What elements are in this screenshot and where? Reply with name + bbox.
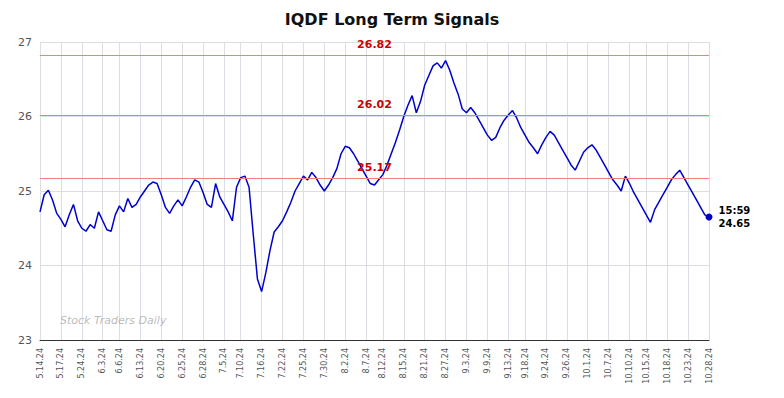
svg-text:7.25.24: 7.25.24 <box>299 348 308 379</box>
svg-text:26: 26 <box>18 110 32 123</box>
svg-text:8.21.24: 8.21.24 <box>420 348 429 379</box>
svg-text:10.23.24: 10.23.24 <box>684 348 693 384</box>
svg-text:7.16.24: 7.16.24 <box>257 348 266 379</box>
svg-text:10.1.24: 10.1.24 <box>583 348 592 379</box>
svg-text:10.7.24: 10.7.24 <box>604 348 613 379</box>
svg-text:6.20.24: 6.20.24 <box>157 348 166 379</box>
svg-text:9.18.24: 9.18.24 <box>521 348 530 379</box>
svg-text:8.7.24: 8.7.24 <box>362 348 371 373</box>
svg-text:25.17: 25.17 <box>357 161 392 174</box>
svg-text:23: 23 <box>18 334 32 347</box>
svg-text:26.82: 26.82 <box>357 38 392 51</box>
svg-text:10.18.24: 10.18.24 <box>663 348 672 384</box>
svg-text:27: 27 <box>18 36 32 49</box>
svg-text:8.27.24: 8.27.24 <box>441 348 450 379</box>
svg-text:24: 24 <box>18 259 32 272</box>
svg-text:9.13.24: 9.13.24 <box>504 348 513 379</box>
svg-text:5.24.24: 5.24.24 <box>77 348 86 379</box>
svg-text:24.65: 24.65 <box>719 218 751 229</box>
svg-text:15:59: 15:59 <box>719 205 751 216</box>
svg-text:IQDF Long Term Signals: IQDF Long Term Signals <box>285 10 499 29</box>
svg-text:7.22.24: 7.22.24 <box>278 348 287 379</box>
svg-text:8.2.24: 8.2.24 <box>341 348 350 373</box>
svg-text:8.15.24: 8.15.24 <box>399 348 408 379</box>
svg-text:6.13.24: 6.13.24 <box>136 348 145 379</box>
svg-text:6.28.24: 6.28.24 <box>199 348 208 379</box>
svg-text:26.02: 26.02 <box>357 98 392 111</box>
svg-text:Stock Traders Daily: Stock Traders Daily <box>60 314 167 327</box>
svg-text:7.30.24: 7.30.24 <box>320 348 329 379</box>
svg-text:10.10.24: 10.10.24 <box>625 348 634 384</box>
svg-text:9.24.24: 9.24.24 <box>541 348 550 379</box>
svg-text:5.17.24: 5.17.24 <box>56 348 65 379</box>
svg-text:7.10.24: 7.10.24 <box>236 348 245 379</box>
svg-text:9.3.24: 9.3.24 <box>462 348 471 373</box>
svg-text:8.12.24: 8.12.24 <box>378 348 387 379</box>
svg-text:9.26.24: 9.26.24 <box>562 348 571 379</box>
svg-text:9.9.24: 9.9.24 <box>483 348 492 373</box>
svg-text:7.5.24: 7.5.24 <box>219 348 228 373</box>
svg-text:25: 25 <box>18 185 32 198</box>
svg-text:5.14.24: 5.14.24 <box>36 348 45 379</box>
svg-text:10.15.24: 10.15.24 <box>642 348 651 384</box>
svg-text:6.3.24: 6.3.24 <box>98 348 107 373</box>
svg-text:6.25.24: 6.25.24 <box>178 348 187 379</box>
svg-text:10.28.24: 10.28.24 <box>705 348 714 384</box>
svg-text:6.6.24: 6.6.24 <box>115 348 124 373</box>
